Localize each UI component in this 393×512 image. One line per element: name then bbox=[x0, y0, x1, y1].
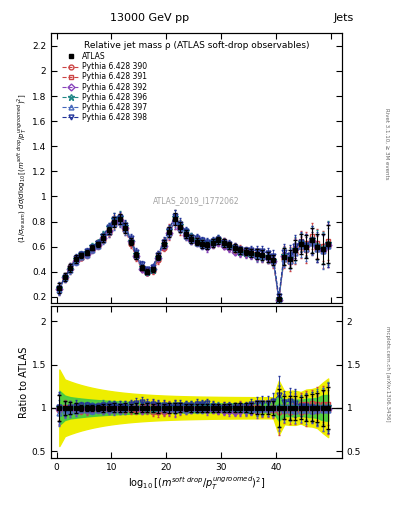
Y-axis label: $(1/\sigma_{resum})\ d\sigma/d\log_{10}[(m^{soft\ drop}/p_T^{ungroomed})^2]$: $(1/\sigma_{resum})\ d\sigma/d\log_{10}[… bbox=[16, 94, 29, 243]
X-axis label: $\log_{10}[(m^{soft\ drop}/p_T^{ungroomed})^2]$: $\log_{10}[(m^{soft\ drop}/p_T^{ungroome… bbox=[128, 475, 265, 493]
Text: 13000 GeV pp: 13000 GeV pp bbox=[110, 13, 189, 23]
Text: Relative jet mass ρ (ATLAS soft-drop observables): Relative jet mass ρ (ATLAS soft-drop obs… bbox=[84, 41, 309, 50]
Text: mcplots.cern.ch [arXiv:1306.3436]: mcplots.cern.ch [arXiv:1306.3436] bbox=[385, 326, 389, 421]
Text: Jets: Jets bbox=[333, 13, 354, 23]
Y-axis label: Ratio to ATLAS: Ratio to ATLAS bbox=[19, 346, 29, 417]
Legend: ATLAS, Pythia 6.428 390, Pythia 6.428 391, Pythia 6.428 392, Pythia 6.428 396, P: ATLAS, Pythia 6.428 390, Pythia 6.428 39… bbox=[61, 51, 149, 123]
Text: Rivet 3.1.10, ≥ 3M events: Rivet 3.1.10, ≥ 3M events bbox=[385, 108, 389, 179]
Text: ATLAS_2019_I1772062: ATLAS_2019_I1772062 bbox=[153, 196, 240, 205]
